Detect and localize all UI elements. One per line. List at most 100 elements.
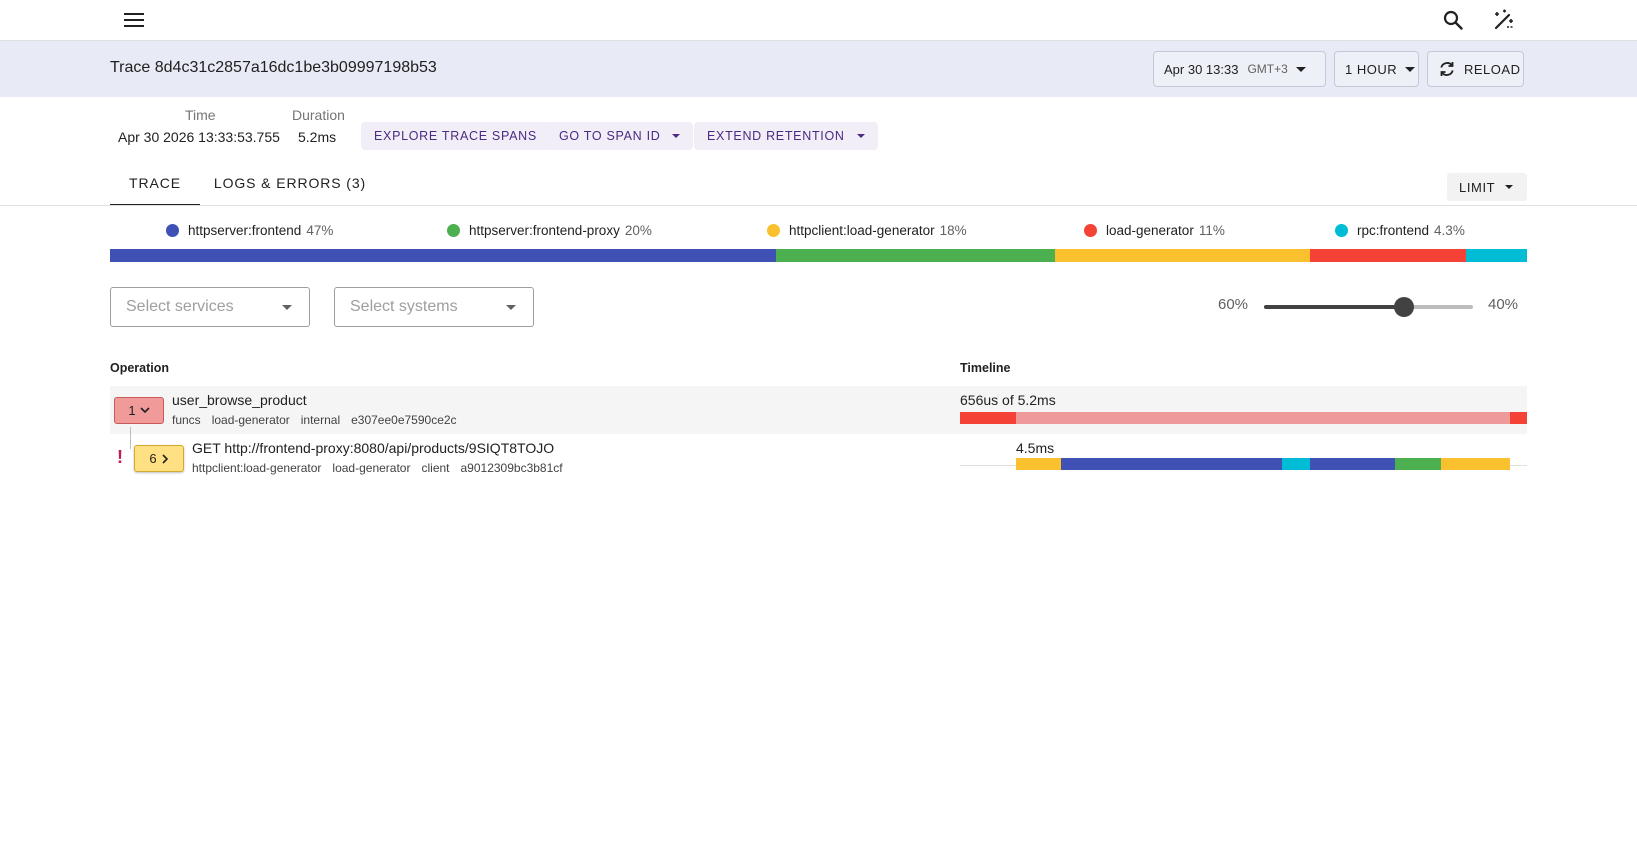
chevron-down-icon	[1295, 66, 1306, 72]
timeline-segment	[1016, 458, 1061, 470]
select-systems-placeholder: Select systems	[350, 298, 458, 315]
service-percent: 47%	[306, 222, 334, 238]
span-tag: client	[421, 461, 450, 475]
timeline-column-header: Timeline	[960, 361, 1011, 375]
span-tags: httpclient:load-generator load-generator…	[192, 461, 563, 475]
select-systems-dropdown[interactable]: Select systems	[334, 287, 534, 327]
span-tag: a9012309bc3b81cf	[460, 461, 563, 475]
timeline-segment-children	[1016, 412, 1510, 424]
legend-item[interactable]: httpserver:frontend 47%	[166, 221, 333, 239]
slider-fill	[1264, 305, 1405, 309]
chevron-down-icon	[282, 305, 292, 310]
timeline-segment	[1282, 458, 1310, 470]
split-left-label: 60%	[1218, 296, 1249, 313]
select-services-dropdown[interactable]: Select services	[110, 287, 310, 327]
extend-label: EXTEND RETENTION	[707, 129, 845, 143]
span-operation-name: user_browse_product	[172, 392, 307, 408]
split-slider[interactable]	[1264, 297, 1473, 317]
service-name: httpserver:frontend	[188, 222, 302, 238]
chevron-down-icon	[140, 407, 150, 414]
service-percent: 20%	[624, 222, 652, 238]
span-tags: funcs load-generator internal e307ee0e75…	[172, 413, 457, 427]
span-tag: httpclient:load-generator	[192, 461, 322, 475]
operation-column-header: Operation	[110, 361, 170, 375]
chevron-down-icon	[1505, 185, 1514, 189]
service-ratio-bar	[110, 249, 1527, 262]
time-range-button[interactable]: 1 HOUR	[1334, 51, 1419, 87]
ratio-segment	[1055, 249, 1311, 262]
refresh-icon	[1440, 62, 1454, 76]
span-tag: internal	[300, 413, 341, 427]
service-percent: 11%	[1198, 222, 1225, 238]
legend-item[interactable]: httpclient:load-generator 18%	[767, 221, 967, 239]
chevron-down-icon	[506, 305, 516, 310]
ratio-segment	[1310, 249, 1467, 262]
span-tag: e307ee0e7590ce2c	[351, 413, 457, 427]
child-count: 6	[149, 451, 157, 466]
service-color-dot	[767, 223, 780, 237]
time-label: Time	[185, 107, 216, 123]
timeline-segment	[1061, 458, 1282, 470]
duration-label: Duration	[292, 107, 345, 123]
span-operation-name: GET http://frontend-proxy:8080/api/produ…	[192, 440, 555, 456]
timeline-segment	[1310, 458, 1395, 470]
span-tag: funcs	[172, 413, 201, 427]
legend-item[interactable]: rpc:frontend 4.3%	[1335, 221, 1465, 239]
trace-header: Trace 8d4c31c2857a16dc1be3b09997198b53 A…	[0, 41, 1637, 97]
span-duration-label: 4.5ms	[1016, 440, 1055, 456]
go-to-span-id-button[interactable]: GO TO SPAN ID	[546, 122, 694, 150]
menu-icon[interactable]	[118, 4, 150, 36]
legend-item[interactable]: httpserver:frontend-proxy 20%	[447, 221, 652, 239]
tab-trace[interactable]: TRACE	[110, 166, 200, 206]
split-right-label: 40%	[1488, 296, 1519, 313]
date-picker-button[interactable]: Apr 30 13:33 GMT+3	[1153, 51, 1326, 87]
limit-button[interactable]: LIMIT	[1447, 173, 1527, 201]
chevron-down-icon	[672, 134, 681, 138]
span-duration-label: 656us of 5.2ms	[960, 392, 1056, 408]
timezone-value: GMT+3	[1247, 62, 1288, 76]
time-range-label: 1 HOUR	[1345, 61, 1398, 77]
explore-trace-spans-button[interactable]: EXPLORE TRACE SPANS	[361, 122, 550, 150]
chevron-down-icon	[856, 134, 865, 138]
extend-retention-button[interactable]: EXTEND RETENTION	[694, 122, 878, 150]
tree-connector	[130, 427, 131, 449]
span-row[interactable]: 1 user_browse_product funcs load-generat…	[110, 386, 1527, 434]
span-timeline-bar	[960, 412, 1527, 424]
chevron-down-icon	[1405, 66, 1416, 72]
error-icon: !	[117, 447, 123, 467]
expand-children-button[interactable]: 6	[134, 445, 184, 472]
service-color-dot	[447, 223, 460, 237]
tabs-divider	[0, 205, 1637, 206]
service-percent: 4.3%	[1434, 222, 1465, 238]
span-row[interactable]: ! 6 GET http://frontend-proxy:8080/api/p…	[110, 427, 1527, 482]
service-percent: 18%	[939, 222, 967, 238]
ratio-segment	[110, 249, 776, 262]
page-title: Trace 8d4c31c2857a16dc1be3b09997198b53	[110, 59, 437, 76]
time-value: Apr 30 2026 13:33:53.755	[118, 129, 280, 145]
child-count: 1	[128, 403, 136, 418]
legend-item[interactable]: load-generator 11%	[1084, 221, 1225, 239]
tab-logs-errors[interactable]: LOGS & ERRORS (3)	[213, 175, 367, 191]
duration-value: 5.2ms	[298, 129, 337, 145]
slider-thumb[interactable]	[1394, 297, 1415, 317]
reload-button[interactable]: RELOAD	[1427, 51, 1524, 87]
service-name: load-generator	[1106, 222, 1194, 238]
ratio-segment	[1466, 249, 1527, 262]
span-tag: load-generator	[211, 413, 290, 427]
search-icon[interactable]	[1437, 4, 1469, 36]
timeline-segment-self	[960, 412, 1016, 424]
service-color-dot	[1084, 223, 1097, 237]
span-tag: load-generator	[332, 461, 411, 475]
top-bar	[0, 0, 1637, 41]
collapse-children-button[interactable]: 1	[114, 397, 164, 424]
ratio-segment	[775, 249, 1056, 262]
theme-toggle-icon[interactable]	[1488, 4, 1520, 36]
service-color-dot	[1335, 223, 1348, 237]
reload-label: RELOAD	[1464, 61, 1521, 77]
date-value: Apr 30 13:33	[1164, 61, 1239, 77]
service-name: rpc:frontend	[1357, 222, 1430, 238]
explore-label: EXPLORE TRACE SPANS	[374, 129, 537, 143]
service-name: httpclient:load-generator	[789, 222, 935, 238]
limit-label: LIMIT	[1459, 179, 1496, 195]
span-timeline-bar	[1016, 458, 1510, 470]
